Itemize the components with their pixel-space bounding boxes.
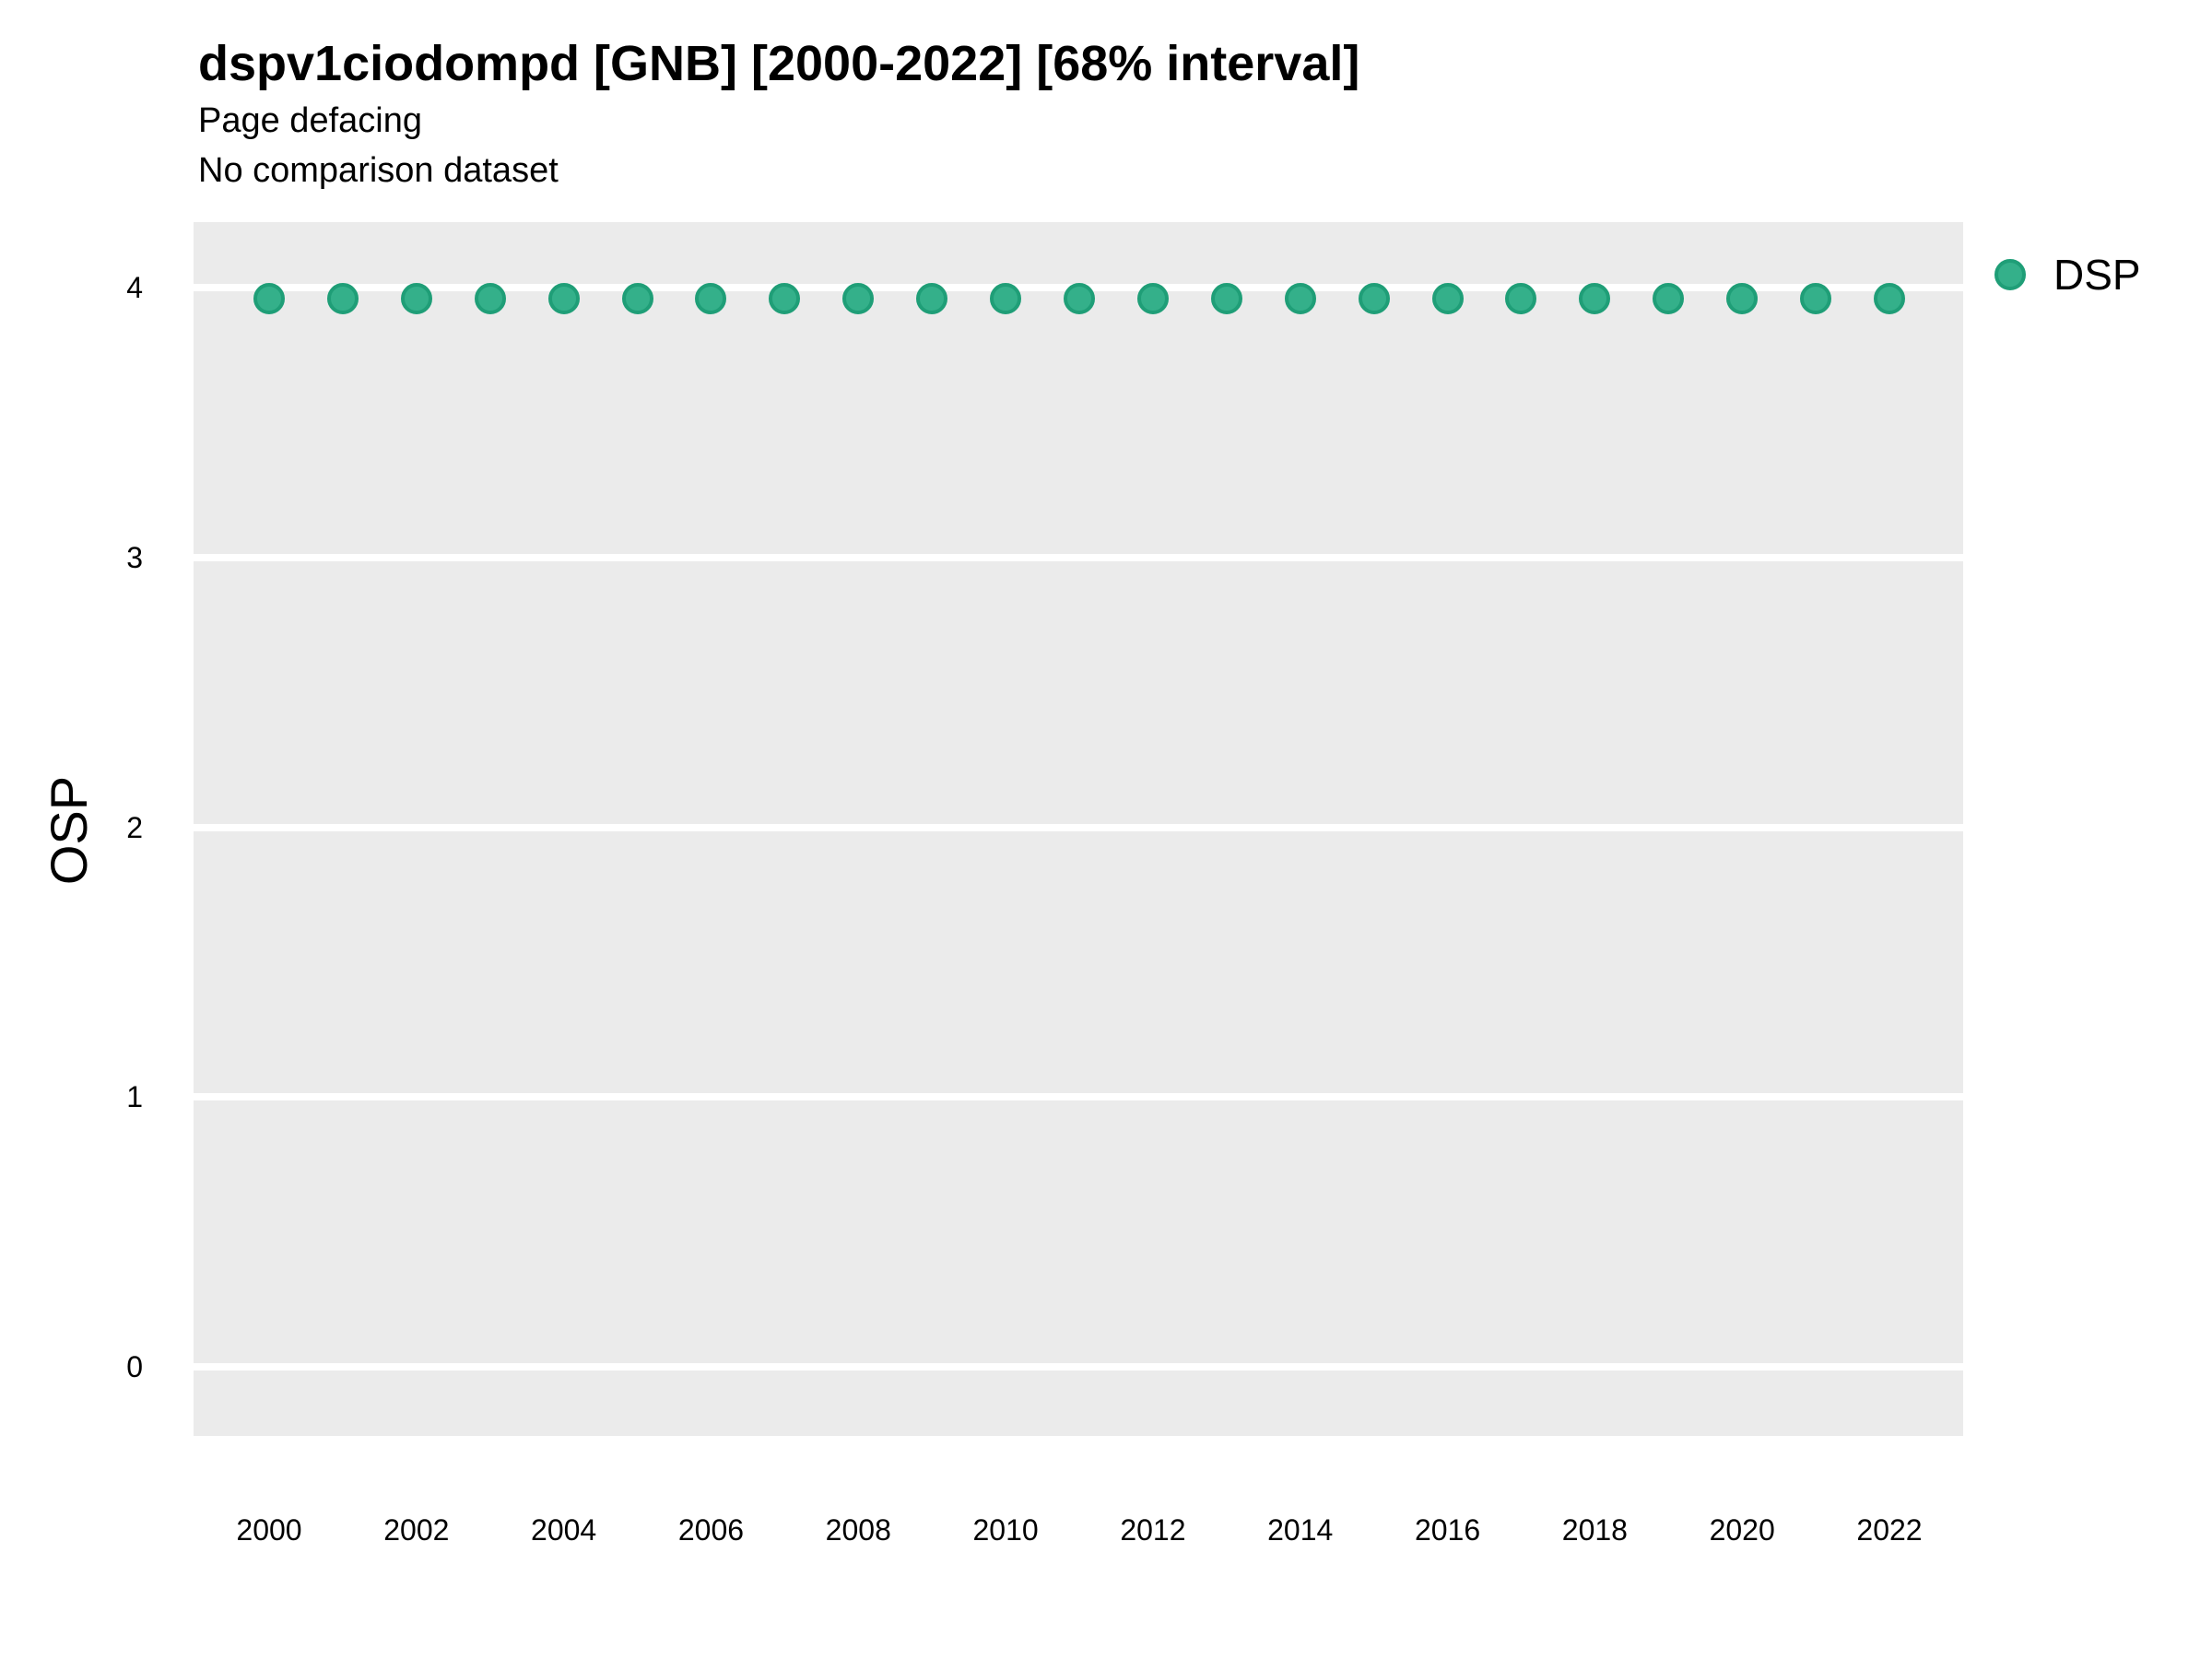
chart-title: dspv1ciodompd [GNB] [2000-2022] [68% int… (198, 36, 1360, 91)
data-point (253, 282, 285, 314)
x-tick-label: 2006 (677, 1513, 745, 1547)
x-tick-label: 2002 (383, 1513, 450, 1547)
gridline (194, 1363, 1963, 1371)
data-point (769, 282, 801, 314)
y-tick-label: 3 (126, 540, 143, 574)
x-tick-label: 2004 (531, 1513, 597, 1547)
gridline (194, 553, 1963, 561)
comparison-note: No comparison dataset (198, 151, 559, 190)
data-point (695, 282, 727, 314)
y-tick-label: 1 (126, 1080, 143, 1114)
data-point (400, 282, 432, 314)
data-point (547, 282, 580, 314)
data-point (916, 282, 948, 314)
x-tick-label: 2018 (1561, 1513, 1628, 1547)
gridline (194, 1093, 1963, 1101)
data-point (1800, 282, 1832, 314)
legend: DSP (1982, 240, 2212, 313)
x-tick-label: 2014 (1267, 1513, 1334, 1547)
x-tick-label: 2000 (236, 1513, 302, 1547)
x-tick-label: 2016 (1414, 1513, 1481, 1547)
y-tick-label: 2 (126, 810, 143, 844)
chart-subtitle: Page defacing (198, 101, 422, 140)
data-point (1136, 282, 1169, 314)
data-point (990, 282, 1022, 314)
legend-marker-icon (1994, 259, 2026, 290)
x-tick-label: 2020 (1709, 1513, 1775, 1547)
data-point (1431, 282, 1464, 314)
data-point (1505, 282, 1537, 314)
data-point (1284, 282, 1316, 314)
data-point (1726, 282, 1759, 314)
data-point (1210, 282, 1242, 314)
data-point (1579, 282, 1611, 314)
gridline (194, 823, 1963, 831)
data-point (474, 282, 506, 314)
plot-area (194, 222, 1963, 1436)
y-tick-label: 4 (126, 271, 143, 304)
x-tick-label: 2022 (1856, 1513, 1923, 1547)
legend-label: DSP (2053, 251, 2141, 299)
data-point (842, 282, 875, 314)
data-point (621, 282, 653, 314)
data-point (1358, 282, 1390, 314)
x-tick-label: 2012 (1120, 1513, 1186, 1547)
data-point (326, 282, 359, 314)
data-point (1653, 282, 1685, 314)
x-tick-label: 2008 (825, 1513, 891, 1547)
data-point (1063, 282, 1095, 314)
y-tick-label: 0 (126, 1350, 143, 1383)
data-point (1873, 282, 1905, 314)
x-tick-label: 2010 (972, 1513, 1039, 1547)
